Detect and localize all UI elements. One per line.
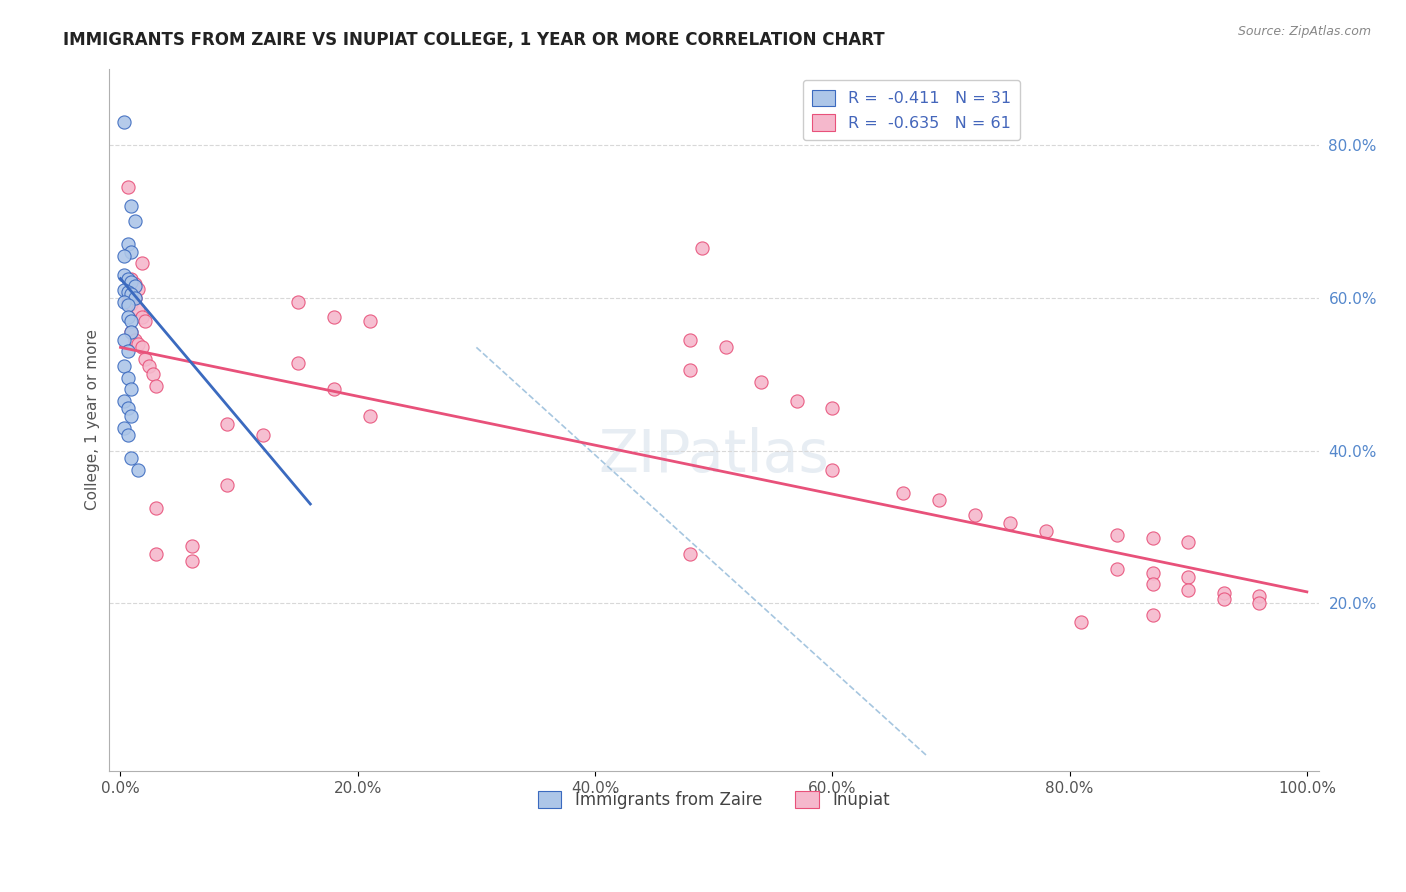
Point <box>928 493 950 508</box>
Point <box>893 485 915 500</box>
Point <box>120 409 142 424</box>
Y-axis label: College, 1 year or more: College, 1 year or more <box>86 329 100 510</box>
Point <box>679 547 702 561</box>
Point <box>120 199 142 213</box>
Point <box>120 286 142 301</box>
Point <box>252 428 274 442</box>
Point <box>1249 589 1271 603</box>
Point <box>120 297 142 311</box>
Point <box>963 508 986 523</box>
Point <box>180 554 202 568</box>
Point <box>786 393 808 408</box>
Point <box>117 298 139 312</box>
Point <box>112 268 135 282</box>
Point <box>141 367 163 381</box>
Point <box>112 115 135 129</box>
Point <box>124 291 146 305</box>
Point <box>127 462 149 476</box>
Point <box>131 310 153 324</box>
Point <box>112 420 135 434</box>
Point <box>127 281 149 295</box>
Point <box>1212 592 1234 607</box>
Point <box>120 451 142 466</box>
Point <box>120 244 142 259</box>
Point <box>112 333 135 347</box>
Point <box>124 214 146 228</box>
Text: ZIPatlas: ZIPatlas <box>598 426 830 483</box>
Point <box>145 547 167 561</box>
Point <box>120 271 142 285</box>
Point <box>117 428 139 442</box>
Point <box>120 286 142 301</box>
Point <box>1105 527 1128 541</box>
Point <box>124 277 146 291</box>
Point <box>217 478 239 492</box>
Point <box>117 271 139 285</box>
Point <box>120 313 142 327</box>
Point <box>287 294 309 309</box>
Point <box>1142 566 1164 580</box>
Point <box>134 351 156 366</box>
Point <box>1249 596 1271 610</box>
Point <box>821 462 844 476</box>
Point <box>1000 516 1022 530</box>
Point <box>127 336 149 351</box>
Point <box>124 291 146 305</box>
Point <box>323 310 346 324</box>
Point <box>117 401 139 416</box>
Point <box>117 237 139 252</box>
Point <box>714 340 737 354</box>
Point <box>117 180 139 194</box>
Point <box>117 344 139 359</box>
Point <box>1035 524 1057 538</box>
Point <box>112 294 135 309</box>
Point <box>287 356 309 370</box>
Point <box>127 302 149 317</box>
Point <box>1070 615 1092 630</box>
Point <box>138 359 160 374</box>
Point <box>120 325 142 339</box>
Point <box>145 500 167 515</box>
Point <box>690 241 713 255</box>
Point <box>117 371 139 385</box>
Legend: Immigrants from Zaire, Inupiat: Immigrants from Zaire, Inupiat <box>531 784 896 816</box>
Text: IMMIGRANTS FROM ZAIRE VS INUPIAT COLLEGE, 1 YEAR OR MORE CORRELATION CHART: IMMIGRANTS FROM ZAIRE VS INUPIAT COLLEGE… <box>63 31 884 49</box>
Point <box>134 313 156 327</box>
Point <box>112 359 135 374</box>
Point <box>359 313 381 327</box>
Point <box>117 285 139 300</box>
Point <box>117 310 139 324</box>
Point <box>145 378 167 392</box>
Point <box>112 393 135 408</box>
Point <box>323 383 346 397</box>
Point <box>217 417 239 431</box>
Point <box>1177 535 1199 549</box>
Point <box>359 409 381 424</box>
Point <box>131 256 153 270</box>
Point <box>749 375 772 389</box>
Point <box>1105 562 1128 576</box>
Point <box>124 279 146 293</box>
Point <box>1177 582 1199 597</box>
Point <box>120 276 142 290</box>
Point <box>679 333 702 347</box>
Point <box>180 539 202 553</box>
Point <box>120 383 142 397</box>
Point <box>117 294 139 309</box>
Point <box>124 333 146 347</box>
Point <box>112 283 135 297</box>
Point <box>1177 569 1199 583</box>
Point <box>821 401 844 416</box>
Point <box>131 340 153 354</box>
Point <box>1142 607 1164 622</box>
Text: Source: ZipAtlas.com: Source: ZipAtlas.com <box>1237 25 1371 38</box>
Point <box>1142 577 1164 591</box>
Point <box>112 249 135 263</box>
Point <box>120 325 142 339</box>
Point <box>679 363 702 377</box>
Point <box>1142 532 1164 546</box>
Point <box>1212 585 1234 599</box>
